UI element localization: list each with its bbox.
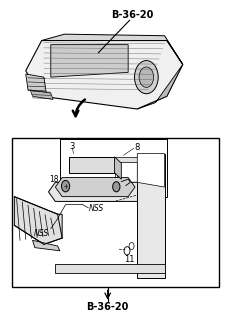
Polygon shape [69,157,114,173]
Polygon shape [55,178,135,197]
Bar [12,138,219,287]
Polygon shape [33,240,60,251]
Polygon shape [26,74,46,93]
Polygon shape [137,64,183,109]
Polygon shape [49,182,153,201]
Polygon shape [14,197,62,244]
Circle shape [139,67,154,87]
Text: B-36-20: B-36-20 [87,302,129,312]
Polygon shape [137,154,165,278]
Polygon shape [69,157,146,162]
Text: 18: 18 [49,175,59,184]
Text: 3: 3 [69,142,74,151]
Text: 11: 11 [124,255,135,264]
Text: 8: 8 [134,143,140,152]
Polygon shape [55,264,165,273]
Circle shape [61,180,70,192]
Text: NSS: NSS [88,204,104,213]
Polygon shape [42,34,183,64]
Circle shape [113,182,120,192]
Polygon shape [30,90,53,100]
Circle shape [134,60,158,94]
Text: 18: 18 [112,172,122,181]
Polygon shape [114,157,121,179]
Polygon shape [137,154,165,187]
Text: NSS: NSS [34,229,49,238]
Bar [60,139,167,197]
Text: 6: 6 [158,190,163,200]
Polygon shape [26,41,183,109]
Polygon shape [51,45,128,77]
Text: B-36-20: B-36-20 [112,10,154,20]
